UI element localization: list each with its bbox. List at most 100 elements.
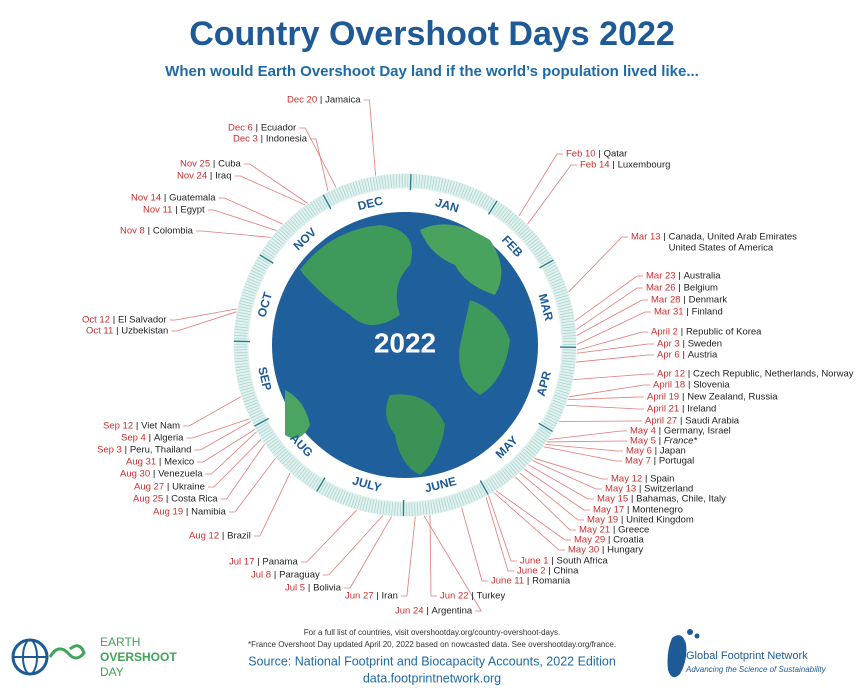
entry-date: Apr 6 bbox=[657, 350, 680, 361]
day-tick bbox=[251, 269, 264, 277]
day-tick bbox=[549, 275, 562, 282]
entry-country: United States of America bbox=[669, 243, 774, 254]
entry: May 30 Hungary bbox=[493, 492, 643, 556]
day-tick bbox=[469, 489, 476, 502]
day-tick bbox=[244, 399, 258, 405]
day-tick bbox=[414, 502, 416, 516]
day-tick bbox=[235, 365, 249, 368]
day-tick bbox=[518, 454, 528, 465]
day-tick bbox=[273, 235, 284, 245]
leader-line bbox=[363, 99, 377, 176]
day-tick bbox=[299, 469, 308, 480]
day-tick bbox=[442, 178, 447, 192]
entry: Oct 11 Uzbekistan bbox=[86, 311, 237, 337]
entry-country: Spain bbox=[650, 474, 674, 485]
entry-country: Czech Republic, Netherlands, Norway bbox=[693, 369, 854, 380]
day-tick bbox=[381, 175, 384, 189]
eod-word: DAY bbox=[100, 665, 124, 679]
day-tick bbox=[546, 415, 559, 422]
entry: May 13 Switzerland bbox=[532, 460, 693, 495]
day-tick bbox=[236, 317, 250, 321]
day-tick bbox=[272, 444, 283, 454]
day-tick bbox=[384, 175, 387, 189]
day-tick bbox=[368, 499, 372, 513]
entry: May 15 Bahamas, Chile, Italy bbox=[528, 464, 726, 505]
day-tick bbox=[248, 275, 261, 282]
entry: Dec 6 Ecuador bbox=[228, 123, 337, 188]
day-tick bbox=[256, 259, 269, 267]
day-tick bbox=[297, 467, 306, 479]
leader-line bbox=[575, 275, 643, 322]
day-tick bbox=[245, 283, 258, 289]
entry: Nov 8 Colombia bbox=[120, 226, 271, 238]
month-tick bbox=[316, 477, 326, 492]
day-tick bbox=[548, 410, 561, 417]
leader-line bbox=[423, 515, 482, 612]
day-tick bbox=[411, 502, 413, 516]
entry-country: Jamaica bbox=[325, 95, 361, 106]
entry-country: Austria bbox=[688, 350, 718, 361]
leader-line bbox=[518, 153, 563, 217]
leader-line bbox=[559, 420, 642, 422]
day-tick bbox=[476, 485, 484, 498]
day-tick bbox=[534, 247, 546, 256]
day-tick bbox=[349, 182, 355, 196]
day-tick bbox=[247, 407, 261, 414]
day-tick bbox=[238, 379, 251, 383]
day-tick bbox=[347, 183, 353, 197]
leader-line bbox=[534, 457, 608, 480]
entry-country: Hungary bbox=[607, 545, 643, 556]
leader-line bbox=[169, 308, 237, 321]
day-tick bbox=[448, 496, 454, 510]
entry-date: April 27 bbox=[645, 416, 677, 427]
entry-country: Brazil bbox=[227, 531, 251, 542]
day-tick bbox=[348, 494, 354, 507]
day-tick bbox=[312, 200, 321, 212]
entry-country: Belgium bbox=[684, 283, 718, 294]
day-tick bbox=[557, 384, 571, 389]
leader-line bbox=[197, 428, 256, 463]
month-label: SEP bbox=[255, 365, 274, 392]
entry-date: May 13 bbox=[605, 484, 636, 495]
day-tick bbox=[447, 180, 452, 194]
entry: April 19 New Zealand, Russia bbox=[568, 392, 778, 403]
entry-date: May 5 bbox=[630, 436, 656, 447]
entry-country: New Zealand, Russia bbox=[687, 392, 778, 403]
day-tick bbox=[482, 196, 490, 208]
month-label: MAR bbox=[536, 292, 557, 322]
day-tick bbox=[490, 477, 499, 489]
day-tick bbox=[556, 294, 569, 300]
leader-line bbox=[299, 127, 337, 188]
day-tick bbox=[234, 329, 248, 331]
entry: Aug 27 Ukraine bbox=[134, 439, 262, 493]
entry-country: Luxembourg bbox=[618, 160, 671, 171]
leader-line bbox=[485, 496, 514, 572]
day-tick bbox=[446, 497, 451, 511]
day-tick bbox=[274, 446, 285, 456]
day-tick bbox=[234, 335, 248, 337]
day-tick bbox=[265, 435, 277, 444]
day-tick bbox=[525, 446, 536, 456]
day-tick bbox=[320, 196, 328, 208]
day-tick bbox=[543, 262, 555, 270]
entry-date: Jun 22 bbox=[440, 591, 469, 602]
entry-date: May 29 bbox=[574, 535, 605, 546]
leader-line bbox=[344, 516, 392, 589]
entry-country: Portugal bbox=[659, 456, 694, 467]
leader-line bbox=[234, 175, 306, 206]
day-tick bbox=[561, 323, 575, 326]
day-tick bbox=[418, 174, 421, 188]
entry: Sep 12 Viet Nam bbox=[103, 396, 242, 432]
day-tick bbox=[501, 469, 511, 481]
day-tick bbox=[545, 417, 557, 424]
day-tick bbox=[561, 368, 575, 372]
day-tick bbox=[504, 467, 513, 479]
day-tick bbox=[562, 357, 576, 360]
entry-date: Aug 12 bbox=[189, 531, 219, 542]
entry-date: Oct 11 bbox=[86, 326, 113, 337]
day-tick bbox=[305, 205, 314, 217]
entry: May 5 France* bbox=[547, 436, 697, 447]
day-tick bbox=[382, 501, 385, 515]
entry-date: Apr 3 bbox=[657, 339, 680, 350]
day-tick bbox=[486, 480, 494, 492]
